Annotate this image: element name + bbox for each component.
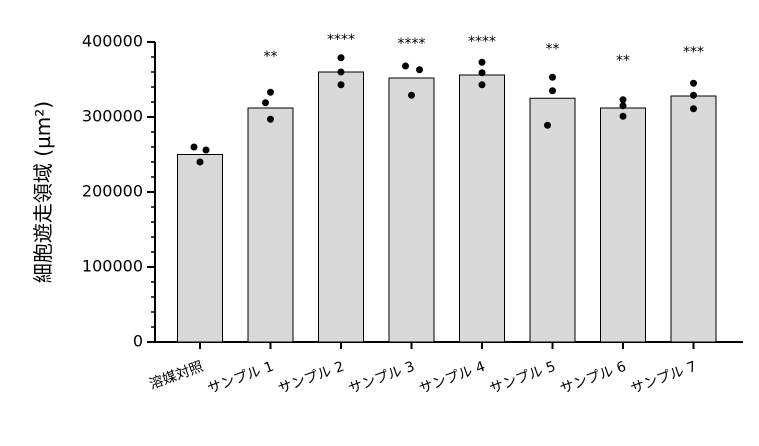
bar [670,95,717,343]
data-point [267,115,274,123]
data-point [262,99,269,107]
y-tick-label: 400000 [82,32,143,51]
data-point [478,69,486,77]
significance-label: ** [546,42,560,58]
bar [247,107,294,343]
x-tick-label: サンプル 4 [417,359,487,398]
significance-label: **** [468,34,496,50]
bar [600,107,646,343]
data-point [478,58,486,66]
data-point [190,143,198,151]
data-point [619,102,627,110]
x-tick-label: サンプル 7 [629,359,699,398]
bar [388,77,435,343]
x-tick-label: 溶媒対照 [147,359,205,393]
data-point [416,66,423,74]
x-tick-label: サンプル 1 [206,359,276,398]
data-point [408,91,415,99]
data-point [337,81,345,89]
data-point [337,54,345,62]
x-tick-label: サンプル 3 [347,359,417,398]
y-tick-label: 300000 [82,107,143,126]
data-point [619,112,627,120]
data-point [690,105,697,113]
y-axis-label: 細胞遊走領域 (µm²) [31,101,55,283]
y-tick-label: 100000 [82,257,143,276]
data-point [619,96,627,104]
data-point [402,62,409,70]
data-point [202,146,210,154]
data-point [690,79,697,87]
bar [177,154,223,343]
data-point [196,158,204,166]
significance-label: **** [398,36,426,52]
y-tick-label: 200000 [82,182,143,201]
data-point [549,87,556,95]
significance-label: **** [327,32,355,48]
x-tick-label: サンプル 6 [558,359,628,398]
y-tick-label: 0 [133,332,143,351]
data-point [478,81,486,89]
significance-label: *** [683,45,704,61]
bar [459,74,505,343]
significance-label: ** [616,53,630,69]
x-tick-label: サンプル 5 [488,359,558,398]
bar [529,97,576,343]
data-point [549,73,556,81]
data-point [690,91,697,99]
data-point [544,121,551,129]
x-tick-label: サンプル 2 [276,359,346,398]
bar [318,71,364,343]
data-point [267,88,274,96]
data-point [337,68,345,76]
significance-label: ** [264,49,278,65]
